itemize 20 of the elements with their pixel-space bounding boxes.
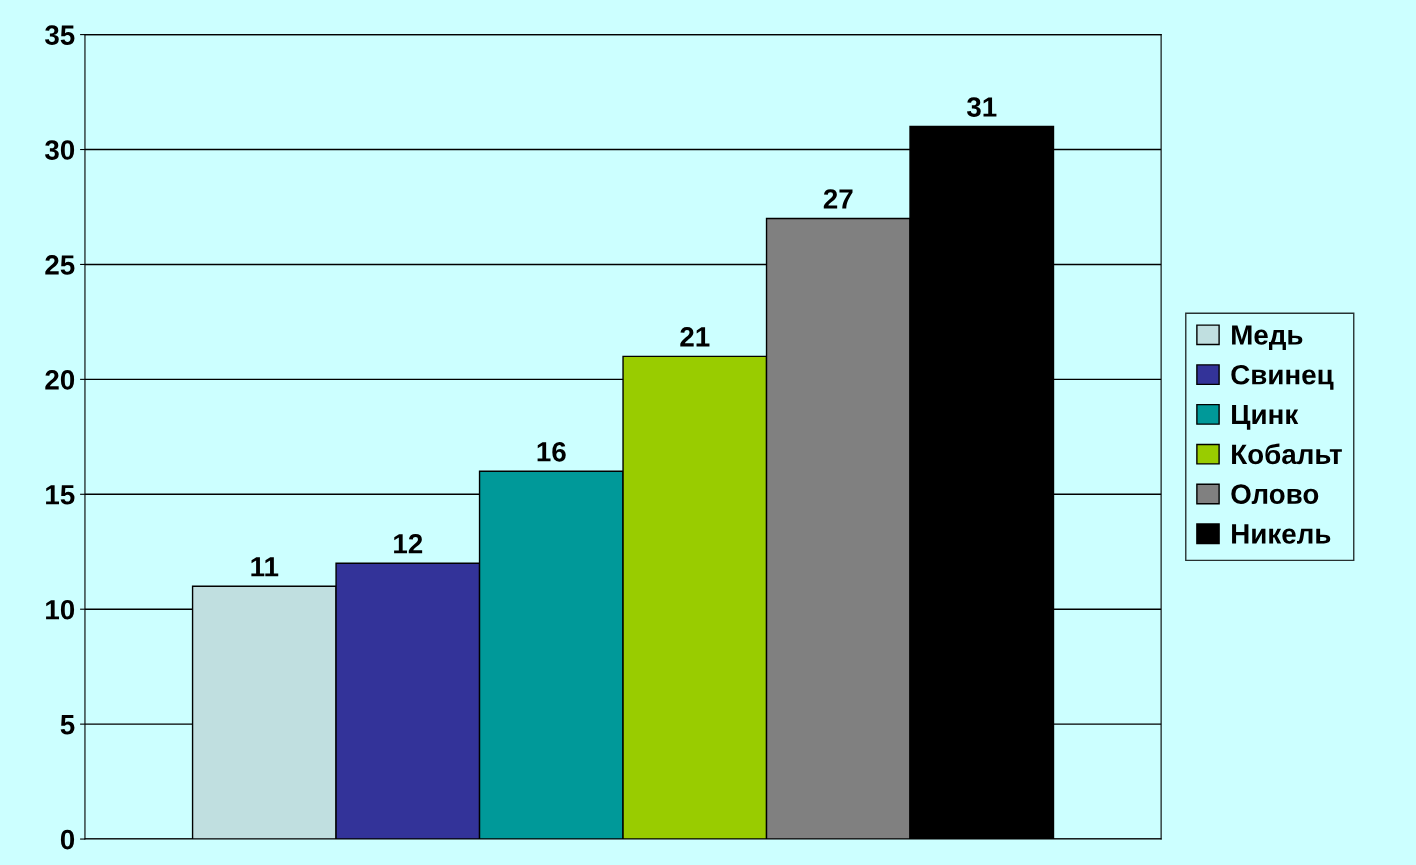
- legend-label: Медь: [1232, 325, 1303, 351]
- y-tick-label: 10: [46, 599, 75, 620]
- y-tick-label: 5: [60, 715, 75, 735]
- y-tick-label: 30: [44, 140, 75, 160]
- legend-label: Свинец: [1231, 364, 1334, 390]
- y-tick-label: 0: [60, 829, 75, 850]
- y-tick-label: 25: [45, 255, 75, 275]
- legend-label: Цинк: [1232, 405, 1299, 430]
- legend-label: Кобальт: [1232, 443, 1342, 465]
- data-label: 31: [966, 97, 997, 117]
- legend-label: Олово: [1231, 484, 1319, 504]
- data-label: 11: [251, 557, 279, 577]
- data-label: 12: [394, 533, 423, 554]
- y-tick-label: 15: [46, 485, 75, 505]
- data-label: 21: [680, 327, 710, 347]
- y-tick-label: 20: [45, 370, 75, 390]
- data-label: 16: [537, 441, 566, 462]
- data-label: 27: [823, 189, 853, 209]
- legend-label: Никель: [1232, 524, 1331, 544]
- y-tick-label: 35: [44, 25, 75, 45]
